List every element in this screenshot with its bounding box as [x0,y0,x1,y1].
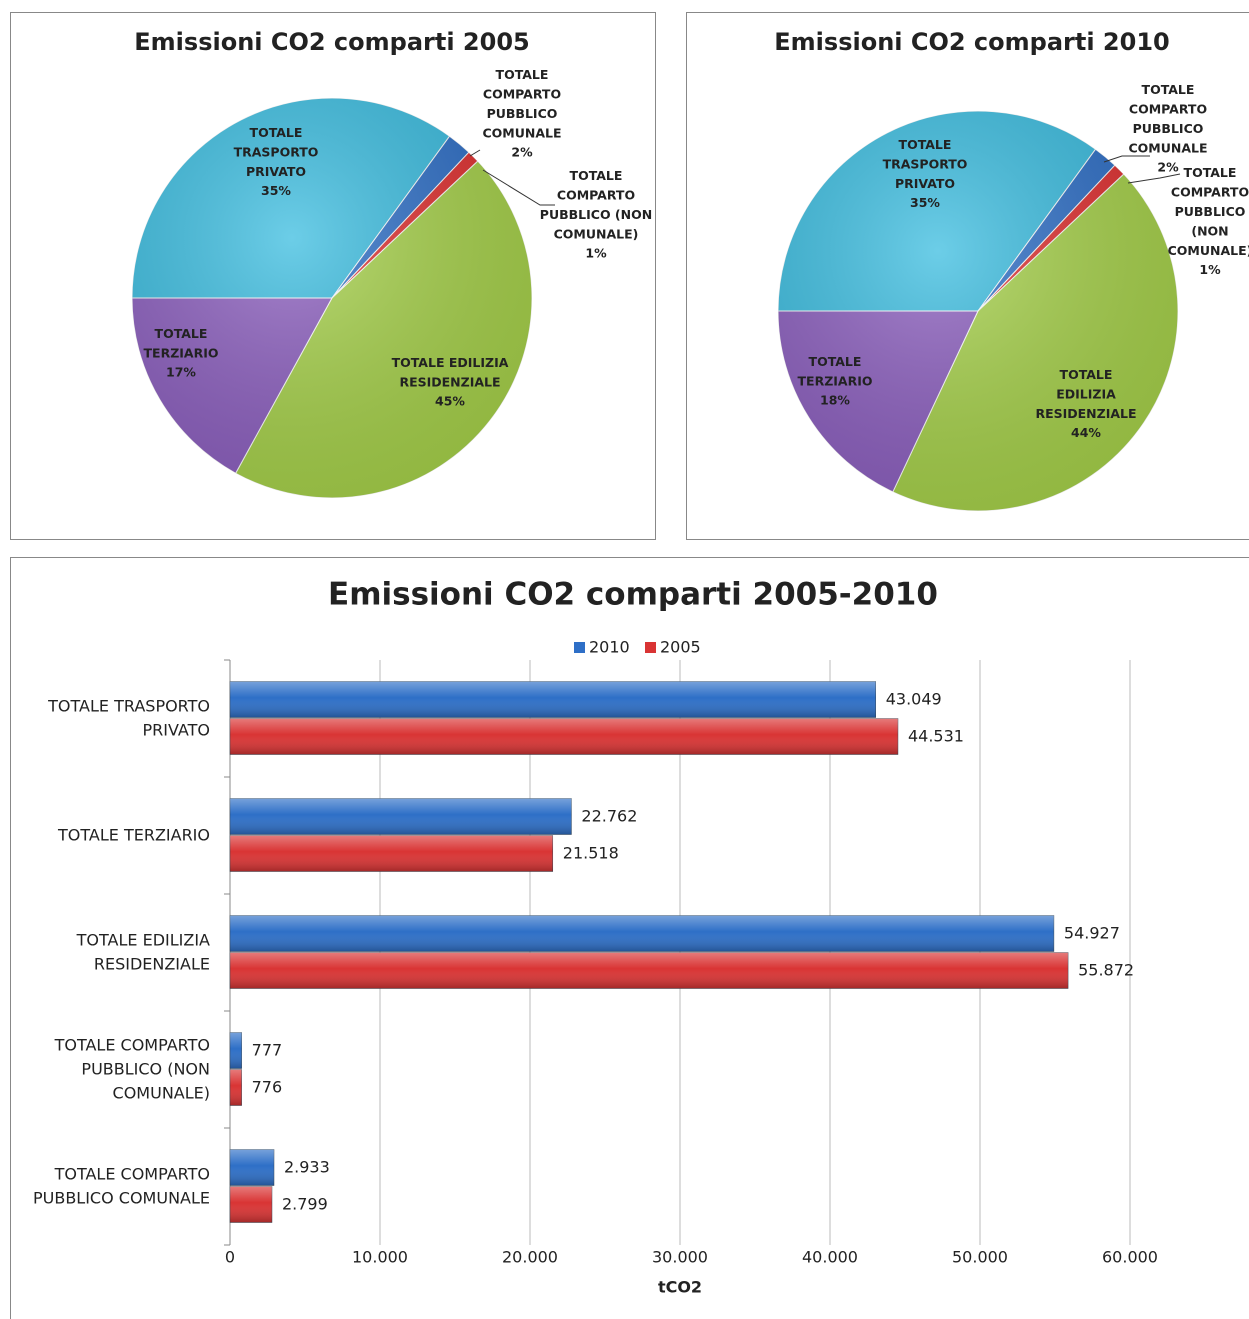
x-axis-label: tCO2 [658,1278,702,1297]
slice-label: TOTALE TERZIARIO [144,326,219,361]
x-tick-label: 60.000 [1102,1248,1158,1267]
legend-label: 2005 [660,638,701,657]
y-tick-label: TOTALE EDILIZIA RESIDENZIALE [76,930,210,973]
leader-line [482,169,555,206]
slice-value-label: 1% [585,246,607,261]
slice-label: TOTALE EDILIZIA RESIDENZIALE [392,355,509,390]
y-tick-label: TOTALE COMPARTO PUBBLICO (NON COMUNALE) [54,1035,210,1102]
slice-value-label: 35% [261,183,291,198]
bar [229,1186,273,1223]
bar [229,952,1069,989]
slice-value-label: 18% [820,393,850,408]
leader-line [469,149,481,157]
y-tick-label: TOTALE TRASPORTO PRIVATO [47,696,210,739]
chart-title: Emissioni CO2 comparti 2010 [774,28,1169,56]
bar [229,835,554,872]
panel [10,557,1249,1319]
bar [229,1032,242,1069]
slice-value-label: 17% [166,365,196,380]
value-label: 777 [252,1041,283,1060]
value-label: 2.799 [282,1195,328,1214]
slice-label: TOTALE EDILIZIA RESIDENZIALE [1035,367,1136,421]
slice-label: TOTALE TRASPORTO PRIVATO [883,137,968,191]
value-label: 54.927 [1064,924,1120,943]
slice-label: TOTALE TRASPORTO PRIVATO [234,125,319,179]
legend-swatch [574,642,585,653]
slice-label: TOTALE COMPARTO PUBBLICO (NON COMUNALE) [1168,165,1249,258]
chart-title: Emissioni CO2 comparti 2005 [134,28,529,56]
bar [229,1069,242,1106]
x-tick-label: 10.000 [352,1248,408,1267]
bar [229,1149,275,1186]
slice-label: TOTALE TERZIARIO [798,354,873,389]
slice-value-label: 2% [1157,160,1179,175]
x-tick-label: 0 [225,1248,235,1267]
slice-label: TOTALE COMPARTO PUBBLICO COMUNALE [482,67,561,141]
slice-value-label: 1% [1199,262,1221,277]
legend-swatch [645,642,656,653]
leader-line [1127,173,1181,184]
slice-value-label: 45% [435,394,465,409]
legend-label: 2010 [589,638,630,657]
value-label: 776 [252,1078,283,1097]
x-tick-label: 40.000 [802,1248,858,1267]
slice-value-label: 44% [1071,425,1101,440]
x-tick-label: 20.000 [502,1248,558,1267]
panel [10,12,656,540]
slice-label: TOTALE COMPARTO PUBBLICO COMUNALE [1128,82,1207,156]
bar [229,681,876,718]
value-label: 21.518 [563,844,619,863]
panel [686,12,1249,540]
bar [229,915,1055,952]
slice-label: TOTALE COMPARTO PUBBLICO (NON COMUNALE) [540,168,652,242]
bar [229,718,899,755]
value-label: 22.762 [581,807,637,826]
slice-value-label: 35% [910,195,940,210]
x-tick-label: 30.000 [652,1248,708,1267]
slice-value-label: 2% [511,145,533,160]
value-label: 43.049 [886,690,942,709]
y-tick-label: TOTALE TERZIARIO [57,825,210,844]
value-label: 44.531 [908,727,964,746]
y-tick-label: TOTALE COMPARTO PUBBLICO COMUNALE [33,1164,210,1207]
leader-line [1103,155,1150,163]
chart-title: Emissioni CO2 comparti 2005-2010 [328,577,938,613]
value-label: 55.872 [1078,961,1134,980]
bar [229,798,572,835]
x-tick-label: 50.000 [952,1248,1008,1267]
value-label: 2.933 [284,1158,330,1177]
